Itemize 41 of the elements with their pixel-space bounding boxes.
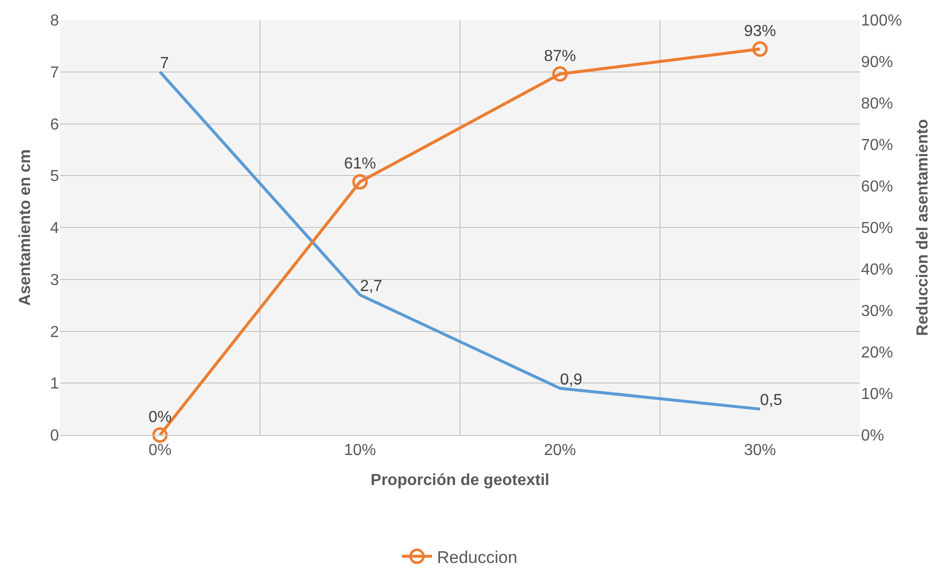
- y2-tick-label: 70%: [861, 137, 894, 154]
- legend-label: Reduccion: [437, 548, 518, 567]
- y-tick-label: 8: [50, 12, 60, 30]
- y-tick-label: 7: [50, 64, 60, 82]
- data-label: 0%: [148, 408, 172, 426]
- point: [552, 66, 568, 82]
- data-label: 0,5: [760, 392, 782, 410]
- y2-tick-label: 60%: [861, 178, 894, 196]
- y-tick-label: 3: [50, 272, 60, 289]
- data-label: 87%: [544, 48, 576, 65]
- y2-tick-label: 50%: [861, 220, 894, 238]
- point: [752, 41, 768, 57]
- y-tick-label: 4: [50, 220, 60, 238]
- y-tick-label: 5: [50, 168, 60, 186]
- data-label: 7: [160, 54, 169, 72]
- y-tick-label: 0: [50, 428, 60, 445]
- x-tick-label: 30%: [744, 442, 776, 460]
- y-tick-label: 6: [50, 116, 60, 134]
- data-label: 61%: [344, 156, 376, 173]
- y2-tick-label: 80%: [861, 96, 894, 113]
- x-axis-title: Proporción de geotextil: [370, 472, 550, 489]
- data-label: 0,9: [560, 371, 582, 388]
- y-tick-label: 2: [50, 324, 60, 341]
- x-tick-label: 20%: [544, 442, 576, 460]
- y-tick-label: 1: [50, 376, 60, 393]
- point: [152, 427, 168, 443]
- data-label: 2,7: [360, 278, 382, 295]
- y2-tick-label: 30%: [861, 303, 894, 320]
- y2-tick-label: 40%: [861, 262, 894, 279]
- data-label: 93%: [744, 22, 776, 40]
- y-axis-title: Asentamiento en cm: [16, 149, 34, 306]
- x-tick-label: 10%: [344, 442, 376, 460]
- y2-axis-title: Reduccion del asentamiento: [914, 118, 932, 336]
- x-tick-label: 0%: [148, 442, 172, 460]
- line-series: [158, 70, 762, 411]
- y2-tick-label: 10%: [861, 386, 894, 404]
- y2-tick-label: 90%: [861, 54, 894, 72]
- y2-tick-label: 0%: [861, 428, 884, 445]
- point: [352, 174, 368, 190]
- y2-tick-label: 20%: [861, 344, 894, 362]
- y2-tick-label: 100%: [861, 12, 902, 30]
